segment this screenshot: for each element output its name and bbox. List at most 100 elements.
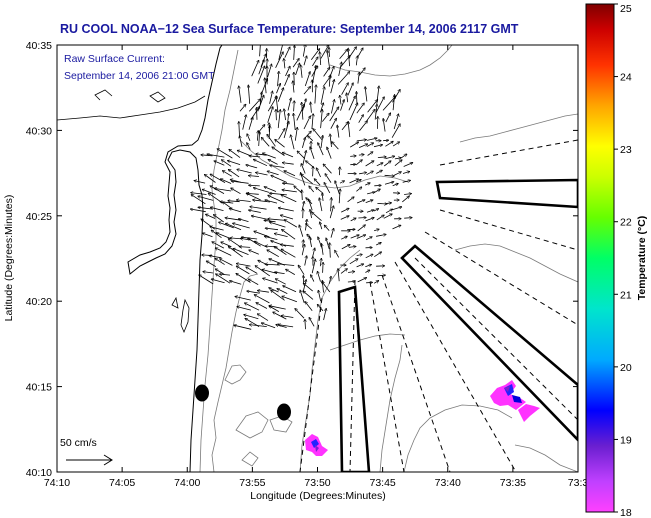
current-vector [296,104,305,121]
current-vector [310,147,315,160]
current-vector [312,114,313,130]
current-vector [240,136,243,147]
current-vector [349,259,358,265]
current-vector [237,307,251,311]
current-vector [268,219,286,221]
current-vector [383,161,391,167]
current-vector [404,218,412,219]
current-vector [222,160,232,167]
current-vector [315,85,316,104]
current-vector [278,129,285,140]
current-vector [303,87,310,95]
current-vector [323,309,327,321]
current-vector [324,183,331,194]
current-vector [287,98,291,111]
current-vector [341,208,349,213]
current-vector [269,306,286,310]
current-vector [365,270,369,273]
current-vector [385,203,391,204]
current-vector [330,134,332,147]
colorbar-tick-label: 20 [620,362,632,374]
current-vector [248,117,253,130]
x-tick-label: 73:55 [239,477,265,489]
current-vector [298,265,305,275]
current-vector [282,296,298,303]
current-vector [246,165,258,169]
current-vector [356,103,364,114]
current-vector [242,115,247,130]
current-vector [376,215,384,221]
current-vector [267,107,273,123]
current-vector [385,113,391,123]
current-vector [358,115,364,123]
current-vector [403,163,413,167]
current-vector [338,62,342,76]
current-vector [249,325,267,327]
current-vector [267,134,276,147]
current-vector [301,201,304,210]
current-vector [391,124,400,138]
current-vector [331,100,334,114]
current-vector [367,138,377,141]
current-vectors [190,45,413,330]
current-vector [270,222,286,228]
current-vector [330,228,334,238]
current-vector [236,264,251,267]
current-vector [373,209,379,212]
x-tick-label: 73:3 [568,477,589,489]
scale-arrowhead [103,454,113,466]
current-vector [348,96,355,111]
current-vector [301,244,304,256]
current-vector [311,102,312,113]
current-vector [205,175,216,183]
lane-southeast [400,244,578,442]
current-vector [320,258,321,267]
current-vector [310,49,319,60]
current-vector [347,281,355,282]
current-vector [356,187,361,192]
current-vector [294,127,297,141]
sandy-hook-spit [171,296,190,334]
current-vector [226,223,242,231]
current-vector [357,278,367,283]
current-vector [358,72,359,84]
current-vector [326,238,330,250]
current-vector [356,180,361,183]
current-vector [264,220,276,222]
current-vector [341,83,349,95]
current-vector [330,243,331,258]
current-vector [277,110,280,129]
current-vector [376,243,381,246]
current-vector [393,172,401,176]
current-vector [301,174,313,185]
current-vector [268,195,285,204]
x-tick-label: 73:40 [435,477,461,489]
current-vector [402,180,411,183]
current-vector [317,271,321,282]
current-vector [366,171,374,176]
current-vector [320,222,323,230]
current-vector [229,209,242,213]
current-vector [376,170,382,174]
current-vector [348,48,350,67]
current-vector [220,274,231,275]
current-vector [194,181,206,184]
current-vector [301,65,303,78]
y-tick-label: 40:35 [26,40,52,52]
current-vector [249,210,261,213]
current-vector [404,194,411,195]
current-vector [254,295,270,304]
current-vector [314,179,321,186]
current-vector [377,157,386,158]
current-vector [358,218,366,219]
current-vector [309,199,313,211]
current-vector [365,200,373,203]
current-vector [316,187,324,194]
current-vector [220,259,233,266]
y-tick-label: 40:20 [26,296,52,308]
current-vector [347,93,348,103]
current-vector [278,208,294,212]
current-label: Raw Surface Current: [64,53,165,65]
current-vector [311,259,315,274]
current-vector [230,281,242,285]
